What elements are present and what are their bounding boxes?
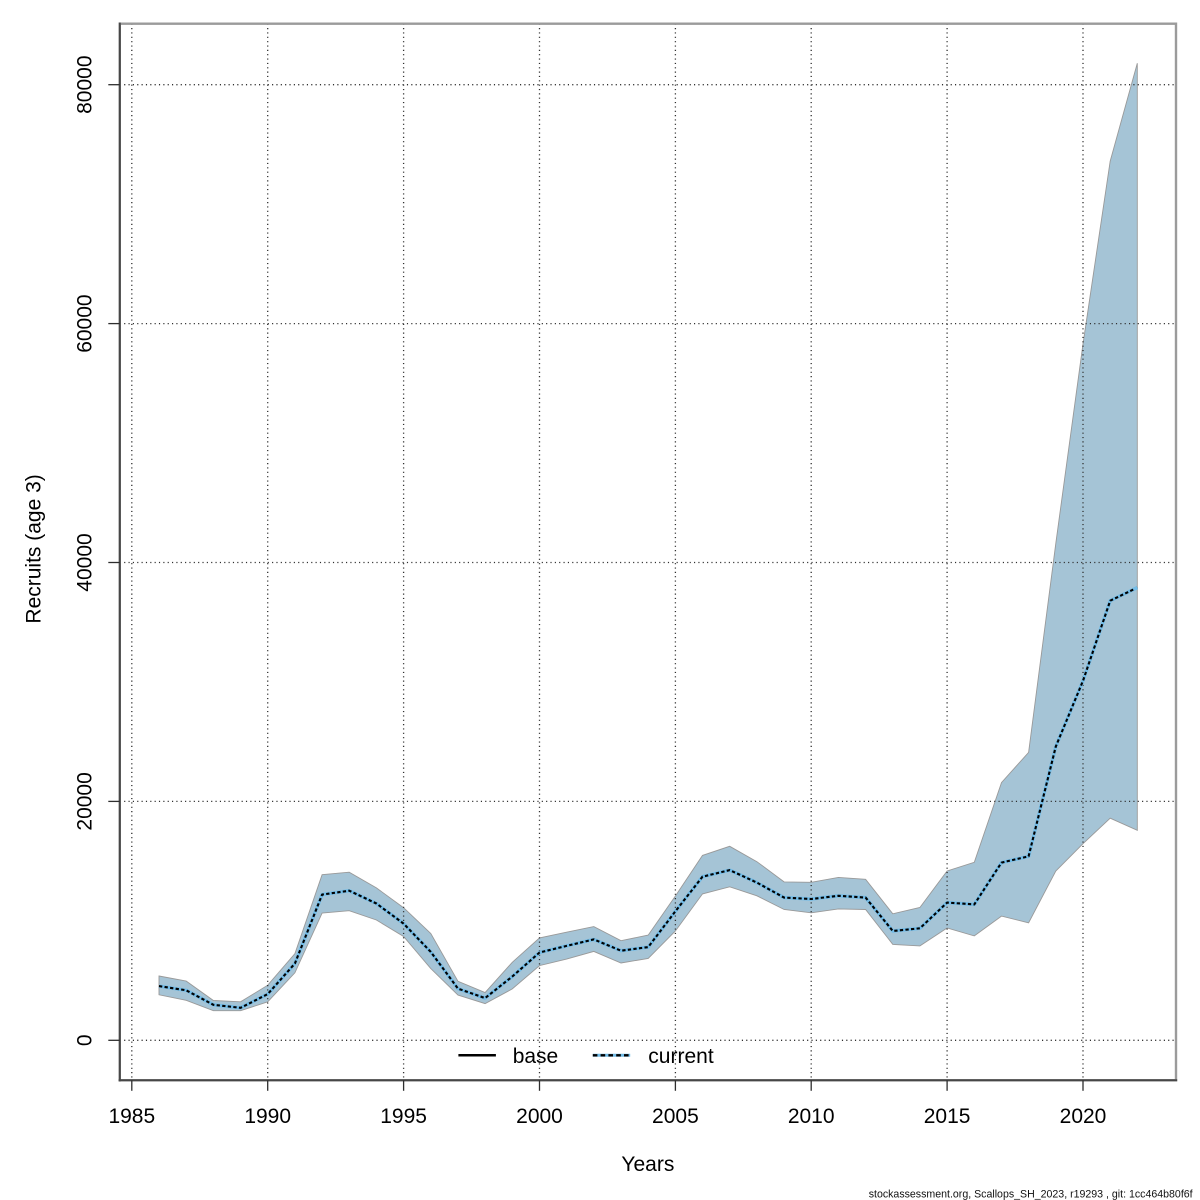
svg-text:20000: 20000: [74, 772, 97, 830]
svg-text:2010: 2010: [788, 1105, 835, 1128]
svg-text:Years: Years: [621, 1153, 674, 1176]
svg-text:current: current: [648, 1045, 714, 1068]
svg-text:1990: 1990: [244, 1105, 291, 1128]
svg-text:stockassessment.org, Scallops_: stockassessment.org, Scallops_SH_2023, r…: [869, 1189, 1193, 1200]
svg-text:base: base: [513, 1045, 559, 1068]
svg-text:2020: 2020: [1060, 1105, 1107, 1128]
svg-text:80000: 80000: [74, 55, 97, 113]
svg-text:40000: 40000: [74, 533, 97, 591]
svg-text:2000: 2000: [516, 1105, 563, 1128]
svg-text:2005: 2005: [652, 1105, 699, 1128]
svg-text:Recruits (age 3): Recruits (age 3): [23, 474, 46, 623]
svg-text:2015: 2015: [924, 1105, 971, 1128]
svg-text:0: 0: [74, 1034, 97, 1046]
svg-text:1985: 1985: [108, 1105, 155, 1128]
svg-text:60000: 60000: [74, 294, 97, 352]
svg-text:1995: 1995: [380, 1105, 427, 1128]
